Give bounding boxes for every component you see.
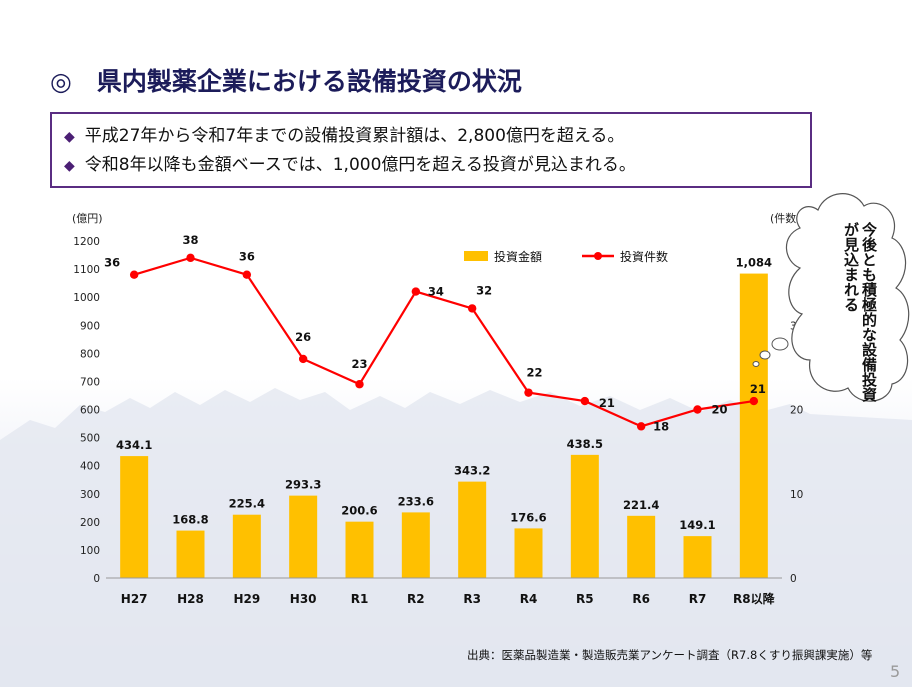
- bar: [120, 456, 149, 578]
- count-value-label: 32: [476, 283, 492, 297]
- count-point: [693, 405, 702, 414]
- bar-value-label: 1,084: [736, 256, 772, 270]
- x-axis-tick-label: H28: [177, 592, 204, 606]
- x-axis-tick-label: R5: [576, 592, 594, 606]
- left-axis-tick-label: 800: [80, 348, 100, 360]
- count-series-line: [133, 256, 754, 428]
- page-number: 5: [890, 662, 901, 681]
- count-point: [298, 354, 308, 364]
- left-axis-tick-label: 400: [80, 461, 100, 473]
- mountain-backdrop: [0, 388, 912, 687]
- left-axis-tick-label: 0: [93, 573, 100, 585]
- legend-label: 投資件数: [620, 249, 668, 264]
- summary-bullet-1: ◆ 平成27年から令和7年までの設備投資累計額は、2,800億円を超える。: [64, 122, 798, 151]
- right-axis-tick-label: 0: [790, 573, 797, 585]
- x-axis-tick-label: R1: [351, 592, 369, 606]
- diamond-icon: ◆: [64, 158, 75, 174]
- bar-value-label: 438.5: [567, 437, 603, 451]
- bar-value-label: 221.4: [623, 498, 659, 512]
- page-title: ◎ 県内製薬企業における設備投資の状況: [50, 67, 522, 96]
- count-point: [242, 270, 252, 279]
- left-axis-tick-label: 600: [80, 405, 100, 417]
- x-axis-tick-label: R3: [463, 592, 481, 606]
- count-value-label: 26: [295, 330, 311, 344]
- left-axis-tick-label: 100: [80, 545, 100, 557]
- bar: [739, 273, 768, 578]
- source-note: 出典：医薬品製造業・製造販売業アンケート調査（R7.8くすり振興課実施）等: [467, 648, 873, 662]
- count-value-label: 34: [428, 285, 444, 299]
- bar-value-label: 149.1: [679, 518, 715, 532]
- count-value-label: 18: [653, 419, 669, 433]
- bar: [627, 515, 656, 578]
- bar: [458, 481, 487, 578]
- left-axis-tick-label: 200: [80, 517, 100, 529]
- bar-value-label: 343.2: [454, 464, 490, 478]
- left-axis-tick-label: 300: [80, 489, 100, 501]
- bar-value-label: 233.6: [398, 494, 434, 508]
- count-value-label: 22: [526, 366, 542, 380]
- count-point: [467, 304, 477, 313]
- x-axis-tick-label: R6: [632, 592, 650, 606]
- count-point: [411, 287, 421, 296]
- diamond-icon: ◆: [64, 129, 75, 145]
- legend-line-marker: [594, 252, 602, 260]
- count-value-label: 21: [599, 396, 615, 410]
- bar: [345, 521, 374, 578]
- bubble-text: 今後とも積極的な設備投資が見込まれる: [842, 222, 878, 402]
- left-axis-tick-label: 1000: [73, 292, 100, 304]
- right-axis-tick-label: 30: [790, 320, 803, 332]
- x-axis-tick-label: H30: [290, 592, 317, 606]
- count-point: [749, 396, 759, 406]
- count-point: [355, 380, 364, 389]
- x-axis-tick-label: H27: [121, 592, 148, 606]
- bar: [683, 536, 712, 578]
- count-point: [524, 388, 533, 397]
- bar-value-label: 293.3: [285, 478, 321, 492]
- summary-box: ◆ 平成27年から令和7年までの設備投資累計額は、2,800億円を超える。 ◆ 令和…: [50, 112, 812, 188]
- left-axis-tick-label: 900: [80, 320, 100, 332]
- bar: [232, 514, 261, 578]
- right-axis-tick-label: 40: [790, 236, 803, 248]
- left-axis-tick-label: 700: [80, 376, 100, 388]
- bar-value-label: 176.6: [510, 510, 546, 524]
- bar: [401, 512, 430, 578]
- count-point: [129, 270, 139, 279]
- bar: [570, 454, 599, 578]
- bar-value-label: 200.6: [341, 504, 377, 518]
- bar: [289, 495, 318, 578]
- x-axis-tick-label: R4: [520, 592, 538, 606]
- count-value-label: 36: [239, 250, 255, 264]
- count-value-label: 38: [182, 233, 198, 247]
- right-axis-unit: (件数): [770, 212, 801, 225]
- bar-value-label: 168.8: [172, 513, 208, 527]
- x-axis-tick-label: R8以降: [733, 591, 776, 606]
- right-axis-tick-label: 20: [790, 405, 803, 417]
- bar-value-label: 225.4: [229, 497, 265, 511]
- count-point: [186, 253, 195, 263]
- count-value-label: 20: [711, 403, 727, 417]
- summary-bullet-text: 平成27年から令和7年までの設備投資累計額は、2,800億円を超える。: [84, 126, 625, 146]
- left-axis-tick-label: 500: [80, 433, 100, 445]
- bar: [176, 530, 205, 578]
- count-value-label: 36: [104, 256, 120, 270]
- summary-bullet-2: ◆ 令和8年以降も金額ベースでは、1,000億円を超える投資が見込まれる。: [64, 151, 798, 180]
- count-point: [580, 396, 590, 406]
- bar: [514, 528, 543, 578]
- left-axis-unit: (億円): [72, 212, 103, 225]
- legend-bar-swatch: [464, 251, 488, 261]
- right-axis-tick-label: 10: [790, 489, 803, 501]
- count-value-label: 23: [351, 357, 367, 371]
- left-axis-tick-label: 1200: [73, 236, 100, 248]
- count-point: [636, 422, 646, 431]
- count-value-label: 21: [750, 382, 766, 396]
- x-axis-tick-label: R7: [689, 592, 707, 606]
- legend-label: 投資金額: [494, 249, 542, 264]
- summary-bullet-text: 令和8年以降も金額ベースでは、1,000億円を超える投資が見込まれる。: [84, 155, 636, 175]
- bar-value-label: 434.1: [116, 438, 152, 452]
- left-axis-tick-label: 1100: [73, 264, 100, 276]
- x-axis-tick-label: R2: [407, 592, 425, 606]
- x-axis-tick-label: H29: [233, 592, 260, 606]
